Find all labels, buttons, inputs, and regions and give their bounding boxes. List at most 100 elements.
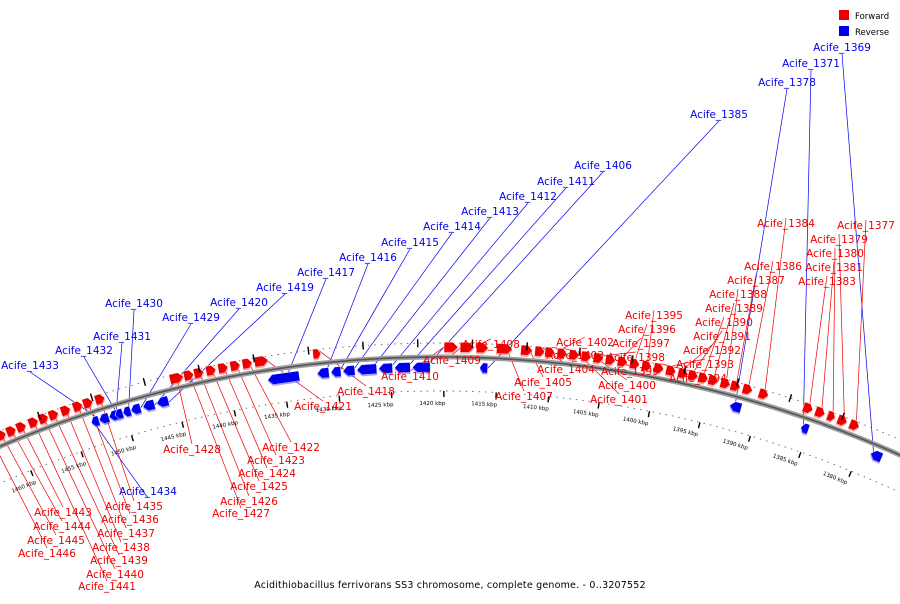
gene-label-acife_1401[interactable]: Acife_1401 xyxy=(590,394,648,406)
gene-label-acife_1411[interactable]: Acife_1411 xyxy=(537,176,595,188)
gene-label-acife_1429[interactable]: Acife_1429 xyxy=(162,312,220,324)
gene-acife_1387[interactable] xyxy=(729,380,742,394)
gene-acife_1369[interactable] xyxy=(868,449,884,464)
gene-acife_1413[interactable] xyxy=(356,364,377,377)
gene-label-acife_1408[interactable]: Acife_1408 xyxy=(462,339,520,351)
gene-label-acife_1445[interactable]: Acife_1445 xyxy=(27,535,85,547)
gene-label-acife_1400[interactable]: Acife_1400 xyxy=(598,380,656,392)
gene-label-acife_1420[interactable]: Acife_1420 xyxy=(210,297,268,309)
gene-acife_1419[interactable] xyxy=(155,396,169,410)
gene-label-acife_1383[interactable]: Acife_1383 xyxy=(798,276,856,288)
gene-label-acife_1422[interactable]: Acife_1422 xyxy=(262,442,320,454)
gene-acife_1434[interactable] xyxy=(90,416,101,429)
gene-label-acife_1384[interactable]: Acife_1384 xyxy=(757,218,815,230)
gene-acife_1439[interactable] xyxy=(47,408,60,422)
gene-acife_1414[interactable] xyxy=(342,365,355,377)
gene-acife_1438[interactable] xyxy=(59,404,72,418)
gene-acife_1384[interactable] xyxy=(757,388,770,402)
gene-label-acife_1393[interactable]: Acife_1393 xyxy=(676,359,734,371)
gene-label-acife_1392[interactable]: Acife_1392 xyxy=(683,345,741,357)
gene-acife_1423[interactable] xyxy=(229,360,241,373)
gene-label-acife_1432[interactable]: Acife_1432 xyxy=(55,345,113,357)
gene-acife_1386[interactable] xyxy=(741,383,754,397)
gene-label-acife_1396[interactable]: Acife_1396 xyxy=(618,324,676,336)
gene-label-acife_1417[interactable]: Acife_1417 xyxy=(297,267,355,279)
gene-label-acife_1413[interactable]: Acife_1413 xyxy=(461,206,519,218)
gene-label-acife_1427[interactable]: Acife_1427 xyxy=(212,508,270,520)
gene-label-acife_1439[interactable]: Acife_1439 xyxy=(90,555,148,567)
gene-label-acife_1402[interactable]: Acife_1402 xyxy=(556,337,614,349)
gene-label-acife_1385[interactable]: Acife_1385 xyxy=(690,109,748,121)
gene-label-acife_1428[interactable]: Acife_1428 xyxy=(163,444,221,456)
gene-label-acife_1369[interactable]: Acife_1369 xyxy=(813,42,871,54)
gene-label-acife_1421[interactable]: Acife_1421 xyxy=(294,401,352,413)
gene-label-acife_1410[interactable]: Acife_1410 xyxy=(381,371,439,383)
gene-label-acife_1426[interactable]: Acife_1426 xyxy=(220,496,278,508)
gene-label-acife_1403[interactable]: Acife_1403 xyxy=(546,350,604,362)
gene-label-acife_1446[interactable]: Acife_1446 xyxy=(18,548,76,560)
gene-acife_1415[interactable] xyxy=(330,366,341,378)
gene-label-acife_1391[interactable]: Acife_1391 xyxy=(693,331,751,343)
gene-acife_1371[interactable] xyxy=(799,422,810,435)
gene-label-acife_1380[interactable]: Acife_1380 xyxy=(806,248,864,260)
gene-label-acife_1387[interactable]: Acife_1387 xyxy=(727,275,785,287)
gene-acife_1416[interactable] xyxy=(317,368,330,381)
gene-acife_1425[interactable] xyxy=(205,364,217,377)
gene-label-acife_1434[interactable]: Acife_1434 xyxy=(119,486,177,498)
gene-acife_1378[interactable] xyxy=(728,400,743,414)
gene-label-acife_1441[interactable]: Acife_1441 xyxy=(78,581,136,593)
gene-label-acife_1437[interactable]: Acife_1437 xyxy=(97,528,155,540)
gene-label-acife_1425[interactable]: Acife_1425 xyxy=(230,481,288,493)
gene-acife_1379[interactable] xyxy=(836,414,849,428)
gene-label-acife_1415[interactable]: Acife_1415 xyxy=(381,237,439,249)
gene-label-acife_1443[interactable]: Acife_1443 xyxy=(34,507,92,519)
gene-label-acife_1418[interactable]: Acife_1418 xyxy=(337,386,395,398)
gene-label-acife_1436[interactable]: Acife_1436 xyxy=(101,514,159,526)
gene-acife_1377[interactable] xyxy=(848,419,862,433)
gene-label-acife_1444[interactable]: Acife_1444 xyxy=(33,521,91,533)
gene-label-acife_1371[interactable]: Acife_1371 xyxy=(782,58,840,70)
gene-acife_1418[interactable] xyxy=(312,348,321,360)
gene-label-acife_1390[interactable]: Acife_1390 xyxy=(695,317,753,329)
gene-label-acife_1440[interactable]: Acife_1440 xyxy=(86,569,144,581)
gene-label-acife_1399[interactable]: Acife_1399 xyxy=(601,366,659,378)
gene-label-acife_1386[interactable]: Acife_1386 xyxy=(744,261,802,273)
gene-label-acife_1398[interactable]: Acife_1398 xyxy=(607,352,665,364)
gene-acife_1424[interactable] xyxy=(217,362,229,375)
gene-label-acife_1404[interactable]: Acife_1404 xyxy=(537,364,595,376)
gene-acife_1420[interactable] xyxy=(142,399,157,413)
gene-label-acife_1419[interactable]: Acife_1419 xyxy=(256,282,314,294)
gene-label-acife_1423[interactable]: Acife_1423 xyxy=(247,455,305,467)
gene-acife_1435[interactable] xyxy=(94,393,107,407)
gene-label-acife_1424[interactable]: Acife_1424 xyxy=(238,468,296,480)
gene-label-acife_1438[interactable]: Acife_1438 xyxy=(92,542,150,554)
scale-tick-label: 1460 kbp xyxy=(11,479,38,494)
gene-label-acife_1394[interactable]: Acife_1394 xyxy=(669,373,727,385)
gene-label-acife_1405[interactable]: Acife_1405 xyxy=(514,377,572,389)
gene-label-acife_1381[interactable]: Acife_1381 xyxy=(805,262,863,274)
gene-label-acife_1379[interactable]: Acife_1379 xyxy=(810,234,868,246)
gene-label-acife_1388[interactable]: Acife_1388 xyxy=(709,289,767,301)
gene-label-acife_1406[interactable]: Acife_1406 xyxy=(574,160,632,172)
gene-acife_1443[interactable] xyxy=(15,420,29,434)
gene-label-acife_1414[interactable]: Acife_1414 xyxy=(423,221,481,233)
gene-label-acife_1412[interactable]: Acife_1412 xyxy=(499,191,557,203)
gene-label-acife_1389[interactable]: Acife_1389 xyxy=(705,303,763,315)
gene-acife_1380[interactable] xyxy=(825,410,836,424)
gene-label-acife_1430[interactable]: Acife_1430 xyxy=(105,298,163,310)
gene-label-acife_1409[interactable]: Acife_1409 xyxy=(423,355,481,367)
gene-label-acife_1378[interactable]: Acife_1378 xyxy=(758,77,816,89)
gene-acife_1381[interactable] xyxy=(813,406,826,420)
gene-label-acife_1433[interactable]: Acife_1433 xyxy=(1,360,59,372)
gene-acife_1421[interactable] xyxy=(254,355,270,369)
gene-label-acife_1435[interactable]: Acife_1435 xyxy=(105,501,163,513)
gene-acife_1417[interactable] xyxy=(267,371,300,387)
scale-tick-label: 1395 kbp xyxy=(672,426,699,438)
gene-label-acife_1397[interactable]: Acife_1397 xyxy=(612,338,670,350)
gene-label-acife_1431[interactable]: Acife_1431 xyxy=(93,331,151,343)
gene-label-acife_1407[interactable]: Acife_1407 xyxy=(495,391,553,403)
gene-label-acife_1377[interactable]: Acife_1377 xyxy=(837,220,895,232)
gene-label-acife_1395[interactable]: Acife_1395 xyxy=(625,310,683,322)
gene-label-acife_1416[interactable]: Acife_1416 xyxy=(339,252,397,264)
